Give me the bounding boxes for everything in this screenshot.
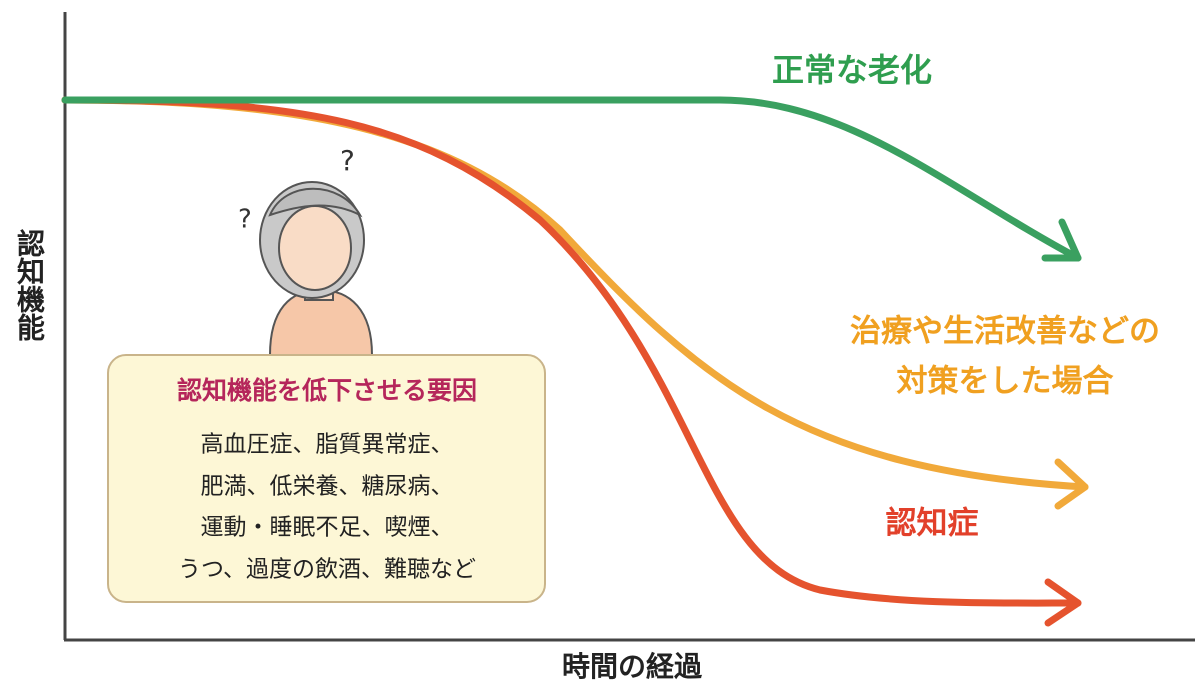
curve-label: 正常な老化 (772, 51, 932, 89)
curve-label: 治療や生活改善などの (850, 314, 1160, 350)
factor-box (107, 354, 546, 603)
factor-title: 認知機能を低下させる要因 (177, 376, 477, 405)
curve-label: 認知症 (886, 506, 979, 542)
svg-text:?: ? (340, 144, 355, 177)
factor-line: うつ、過度の飲酒、難聴など (178, 557, 476, 583)
arrow-head (1041, 218, 1082, 262)
curve-dementia (61, 96, 1082, 607)
svg-text:?: ? (238, 205, 252, 235)
curve-label: 対策をした場合 (897, 364, 1114, 400)
arrow-head (1044, 578, 1082, 627)
arrow-head (1054, 458, 1089, 510)
x-axis-label: 時間の経過 (562, 650, 703, 683)
factor-line: 運動・睡眠不足、喫煙、 (201, 515, 454, 541)
factor-line: 高血圧症、脂質異常症、 (201, 432, 454, 458)
curve-normal (61, 96, 1082, 262)
y-axis-label: 認知機能 (13, 228, 46, 341)
factor-line: 肥満、低栄養、糖尿病、 (201, 474, 454, 500)
elderly-illustration: ? ? (238, 144, 374, 356)
